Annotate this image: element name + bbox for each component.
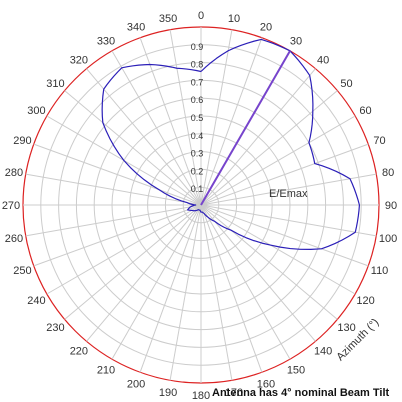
grid-spoke (33, 143, 202, 206)
azimuth-tick-label: 150 (287, 365, 305, 377)
radial-tick-label: 0.8 (191, 60, 204, 70)
grid-spoke (25, 204, 202, 237)
azimuth-tick-label: 210 (97, 365, 115, 377)
azimuth-tick-label: 320 (70, 54, 88, 66)
radial-tick-label: 0.5 (191, 113, 204, 123)
azimuth-tick-label: 220 (70, 346, 88, 358)
beam-direction-line (200, 50, 291, 206)
azimuth-tick-label: 180 (192, 390, 210, 402)
azimuth-tick-label: 350 (159, 13, 177, 25)
grid-spoke (200, 143, 369, 206)
azimuth-tick-label: 310 (46, 78, 64, 90)
azimuth-tick-label: 330 (97, 35, 115, 47)
azimuth-tick-label: 340 (127, 21, 145, 33)
azimuth-tick-label: 230 (46, 322, 64, 334)
azimuth-tick-label: 10 (228, 13, 240, 25)
radial-tick-labels: 0.1 0.2 0.3 0.4 0.5 0.6 0.7 0.8 0.9 (191, 42, 204, 194)
grid-spoke (200, 204, 377, 237)
azimuth-tick-label: 200 (127, 379, 145, 391)
radial-axis-label: E/Emax (269, 188, 308, 200)
azimuth-tick-label: 110 (371, 265, 389, 277)
grid-spoke (200, 90, 338, 206)
azimuth-tick-label: 90 (385, 200, 397, 212)
grid-spoke (111, 204, 202, 360)
grid-spoke (200, 29, 233, 206)
azimuth-tick-label: 300 (27, 105, 45, 117)
grid-spoke (139, 204, 202, 373)
grid-spoke (86, 68, 202, 206)
azimuth-tick-label: 30 (290, 35, 302, 47)
radial-tick-label: 0.6 (191, 95, 204, 105)
azimuth-tick-label: 40 (317, 54, 329, 66)
grid-spoke (200, 204, 263, 373)
azimuth-tick-label: 70 (373, 135, 385, 147)
grid-spoke (169, 204, 202, 381)
azimuth-tick-label: 20 (260, 21, 272, 33)
pattern-curve (101, 38, 361, 251)
series-layer (101, 38, 361, 251)
azimuth-tick-label: 250 (13, 265, 31, 277)
azimuth-tick-label: 130 (337, 322, 355, 334)
azimuth-tick-label: 270 (2, 200, 20, 212)
azimuth-tick-label: 170 (225, 387, 243, 399)
azimuth-tick-label: 260 (5, 233, 23, 245)
grid-spoke (46, 204, 202, 295)
grid-spoke (64, 90, 202, 206)
grid-spoke (200, 204, 291, 360)
grid-spoke (86, 204, 202, 342)
grid-spoke (200, 204, 233, 381)
grid-spoke (200, 37, 263, 206)
radial-tick-label: 0.3 (191, 149, 204, 159)
azimuth-tick-label: 290 (13, 135, 31, 147)
azimuth-tick-label: 80 (382, 167, 394, 179)
radial-tick-label: 0.1 (191, 184, 204, 194)
radial-tick-label: 0.9 (191, 42, 204, 52)
grid-spoke (111, 50, 202, 206)
grid-spoke (200, 204, 316, 342)
grid-spoke (139, 37, 202, 206)
radial-tick-label: 0.7 (191, 77, 204, 87)
grid-spoke (169, 29, 202, 206)
grid-spoke (64, 204, 202, 320)
grid-spoke (200, 115, 356, 206)
radial-tick-label: 0.2 (191, 166, 204, 176)
azimuth-tick-labels: 0 10 20 30 40 50 60 70 80 90 100 110 120 130 140 150 160… (2, 10, 397, 402)
azimuth-tick-label: 50 (340, 78, 352, 90)
azimuth-tick-label: 120 (356, 295, 374, 307)
azimuth-tick-label: 160 (257, 379, 275, 391)
grid-spoke (200, 204, 338, 320)
grid-spoke (25, 173, 202, 206)
azimuth-tick-label: 240 (27, 295, 45, 307)
grid-spoke (200, 68, 316, 206)
grid-spoke (200, 204, 356, 295)
azimuth-tick-label: 280 (5, 167, 23, 179)
azimuth-tick-label: 190 (159, 387, 177, 399)
radial-tick-label: 0.4 (191, 131, 204, 141)
azimuth-tick-label: 100 (379, 233, 397, 245)
polar-grid (22, 26, 380, 384)
grid-spoke (33, 204, 202, 267)
grid-spoke (200, 173, 377, 206)
beam-tilt-note: Antenna has 4° nominal Beam Tilt (212, 387, 390, 399)
azimuth-tick-label: 140 (314, 346, 332, 358)
azimuth-tick-label: 60 (359, 105, 371, 117)
grid-spoke (200, 204, 369, 267)
azimuth-tick-label: 0 (198, 10, 204, 22)
